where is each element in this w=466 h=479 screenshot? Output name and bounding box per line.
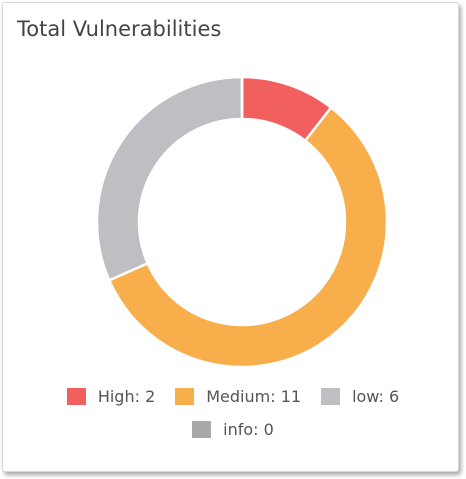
chart xyxy=(95,75,389,369)
legend: High: 2 Medium: 11 low: 6 info: 0 xyxy=(33,387,433,439)
legend-label: low: 6 xyxy=(352,387,400,406)
legend-item[interactable]: High: 2 xyxy=(66,387,156,406)
legend-item[interactable]: low: 6 xyxy=(321,387,399,406)
legend-swatch xyxy=(192,421,212,438)
legend-item[interactable]: info: 0 xyxy=(192,420,274,439)
chart-title: Total Vulnerabilities xyxy=(17,17,222,41)
legend-item[interactable]: Medium: 11 xyxy=(175,387,301,406)
legend-swatch xyxy=(66,388,86,405)
card: Total Vulnerabilities High: 2 Medium: 11 l… xyxy=(2,2,459,472)
donut-segment xyxy=(95,75,244,282)
donut-segment xyxy=(107,105,389,369)
legend-label: info: 0 xyxy=(223,420,274,439)
legend-swatch xyxy=(321,388,341,405)
legend-swatch xyxy=(175,388,195,405)
legend-label: Medium: 11 xyxy=(206,387,302,406)
legend-label: High: 2 xyxy=(97,387,156,406)
